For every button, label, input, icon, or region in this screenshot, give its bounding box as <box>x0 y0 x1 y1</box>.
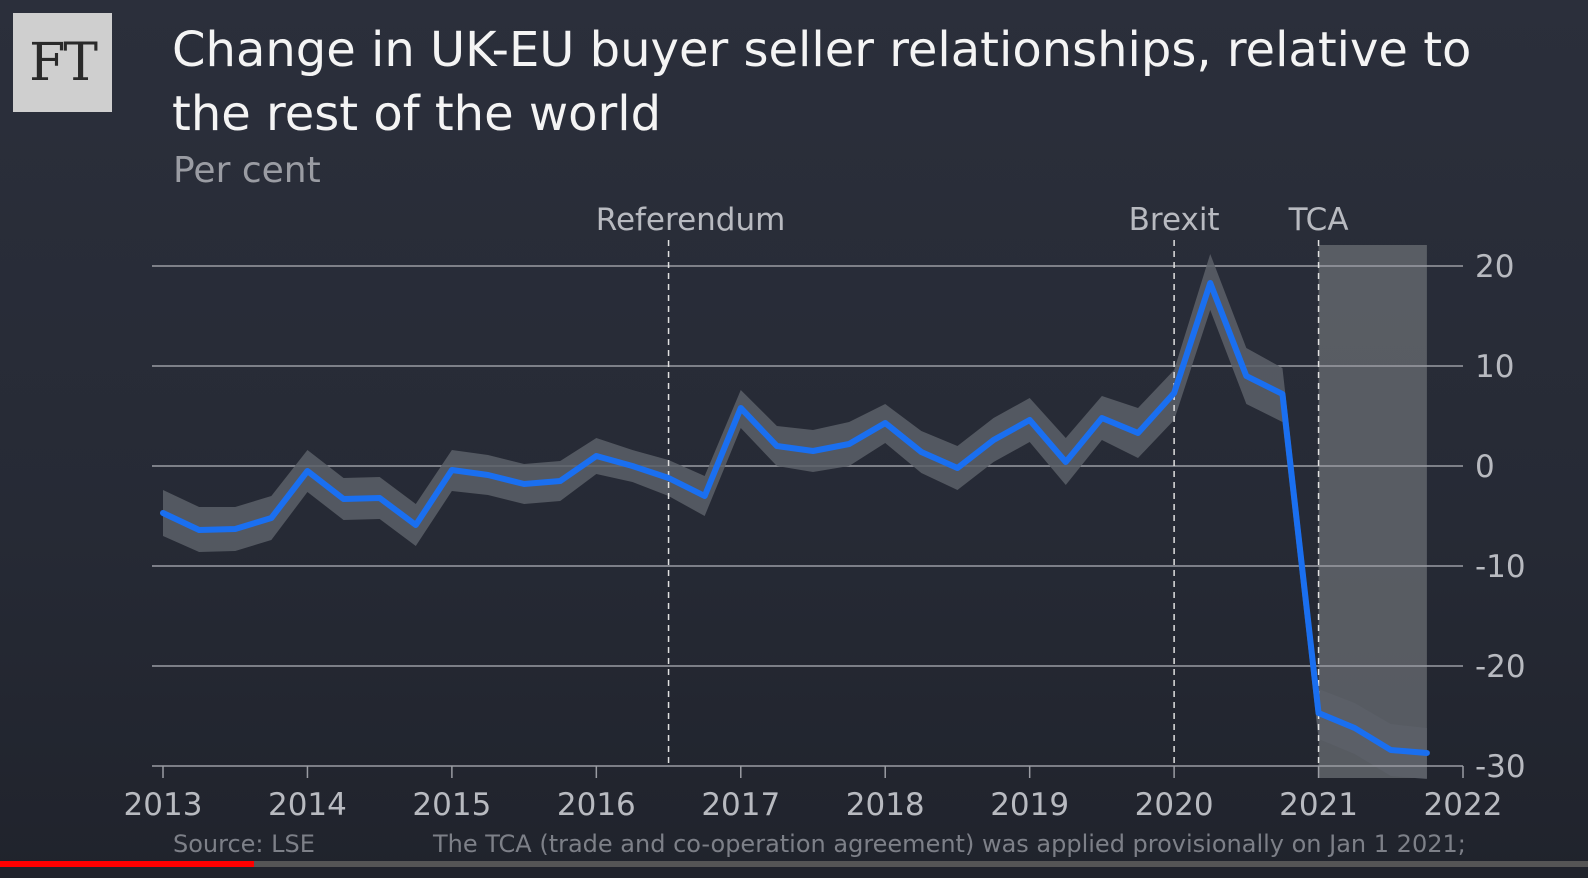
x-tick-label: 2015 <box>412 787 491 823</box>
y-tick-label: -30 <box>1475 749 1526 785</box>
y-tick-label: 0 <box>1475 449 1495 485</box>
y-tick-label: 20 <box>1475 249 1514 285</box>
series-line-estimate <box>160 280 1430 756</box>
x-tick-label: 2018 <box>846 787 925 823</box>
x-tick-label: 2016 <box>557 787 636 823</box>
footnote: The TCA (trade and co-operation agreemen… <box>433 830 1466 858</box>
annotation-label: Referendum <box>596 202 786 238</box>
y-tick-label: -20 <box>1475 649 1526 685</box>
video-progress-fill <box>0 861 255 867</box>
video-progress-bar[interactable] <box>0 861 1588 867</box>
confidence-band <box>163 254 1427 779</box>
y-tick-label: 10 <box>1475 349 1514 385</box>
annotation-label: TCA <box>1288 202 1349 238</box>
x-tick-label: 2017 <box>701 787 780 823</box>
source-note: Source: LSE <box>173 830 315 858</box>
x-tick-label: 2020 <box>1135 787 1214 823</box>
chart-subtitle: Per cent <box>173 150 321 191</box>
x-tick-label: 2014 <box>268 787 347 823</box>
annotation-label: Brexit <box>1129 202 1220 238</box>
x-tick-label: 2022 <box>1424 787 1503 823</box>
chart-title: Change in UK-EU buyer seller relationshi… <box>172 22 1472 142</box>
x-tick-label: 2019 <box>990 787 1069 823</box>
tca-shaded-region <box>1318 245 1427 778</box>
y-tick-label: -10 <box>1475 549 1526 585</box>
x-tick-label: 2021 <box>1279 787 1358 823</box>
ft-logo: FT <box>13 13 112 112</box>
x-tick-label: 2013 <box>124 787 203 823</box>
